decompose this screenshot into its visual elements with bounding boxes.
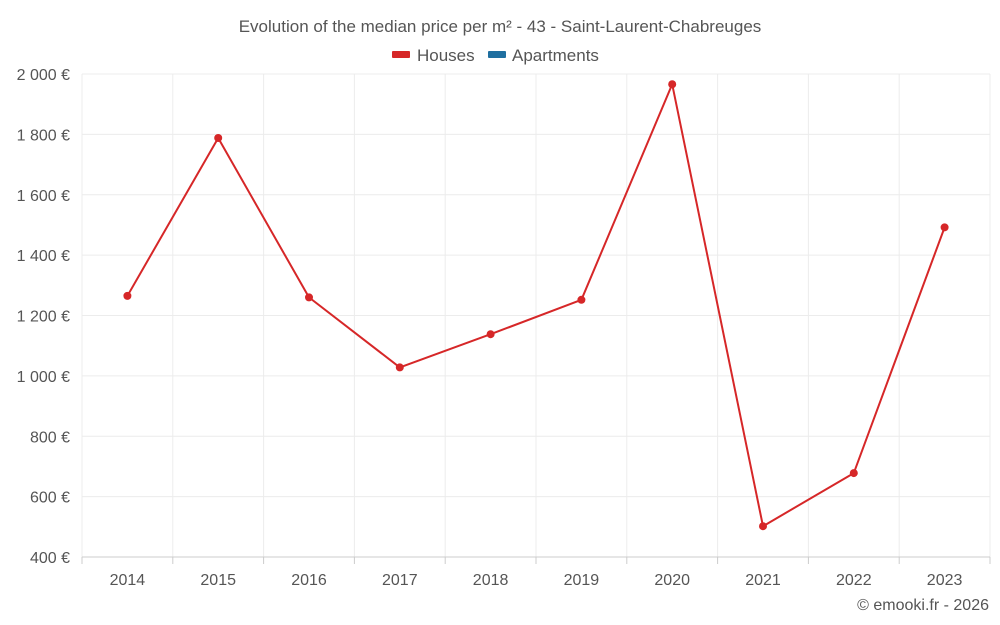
y-tick-label: 1 400 € xyxy=(17,248,70,265)
x-tick-label: 2021 xyxy=(745,572,781,589)
series-group xyxy=(123,80,949,531)
legend-label-houses[interactable]: Houses xyxy=(417,46,475,65)
x-tick-label: 2014 xyxy=(110,572,146,589)
data-point-houses[interactable] xyxy=(759,522,767,531)
y-tick-label: 400 € xyxy=(30,550,70,567)
x-tick-label: 2023 xyxy=(927,572,963,589)
data-point-houses[interactable] xyxy=(849,469,858,478)
x-tick-label: 2016 xyxy=(291,572,327,589)
x-tick-label: 2015 xyxy=(200,572,236,589)
y-tick-label: 2 000 € xyxy=(17,67,70,84)
x-tick-label: 2017 xyxy=(382,572,418,589)
x-tick-label: 2022 xyxy=(836,572,872,589)
grid-lines xyxy=(81,73,991,557)
legend-swatch-houses[interactable] xyxy=(392,51,410,58)
y-axis-labels: 400 € 600 € 800 € 1 000 € 1 200 € 1 400 € 1 60… xyxy=(17,67,70,567)
data-point-houses[interactable] xyxy=(214,133,223,142)
y-tick-label: 800 € xyxy=(30,429,70,446)
y-tick-label: 1 600 € xyxy=(17,188,70,205)
x-axis-labels: 2014 2015 2016 2017 2018 2019 2020 2021 2022 2023 xyxy=(110,572,963,589)
chart-title: Evolution of the median price per m² - 4… xyxy=(239,17,762,36)
data-point-houses[interactable] xyxy=(486,330,495,339)
data-point-houses[interactable] xyxy=(305,293,313,302)
y-tick-label: 1 000 € xyxy=(17,369,70,386)
x-tick-label: 2019 xyxy=(564,572,600,589)
data-point-houses[interactable] xyxy=(940,223,949,232)
legend: Houses Apartments xyxy=(392,46,599,65)
axes xyxy=(81,556,991,564)
data-point-houses[interactable] xyxy=(395,363,404,372)
series-line-houses[interactable] xyxy=(126,83,946,528)
legend-swatch-apartments[interactable] xyxy=(488,51,506,58)
y-tick-label: 1 200 € xyxy=(17,309,70,326)
x-tick-label: 2020 xyxy=(654,572,690,589)
x-tick-label: 2018 xyxy=(473,572,509,589)
data-point-houses[interactable] xyxy=(668,80,677,89)
credit-text: © emooki.fr - 2026 xyxy=(857,597,989,614)
legend-label-apartments[interactable]: Apartments xyxy=(512,46,599,65)
y-tick-label: 1 800 € xyxy=(17,127,70,144)
data-point-houses[interactable] xyxy=(577,295,586,304)
data-point-houses[interactable] xyxy=(123,291,132,300)
y-tick-label: 600 € xyxy=(30,490,70,507)
